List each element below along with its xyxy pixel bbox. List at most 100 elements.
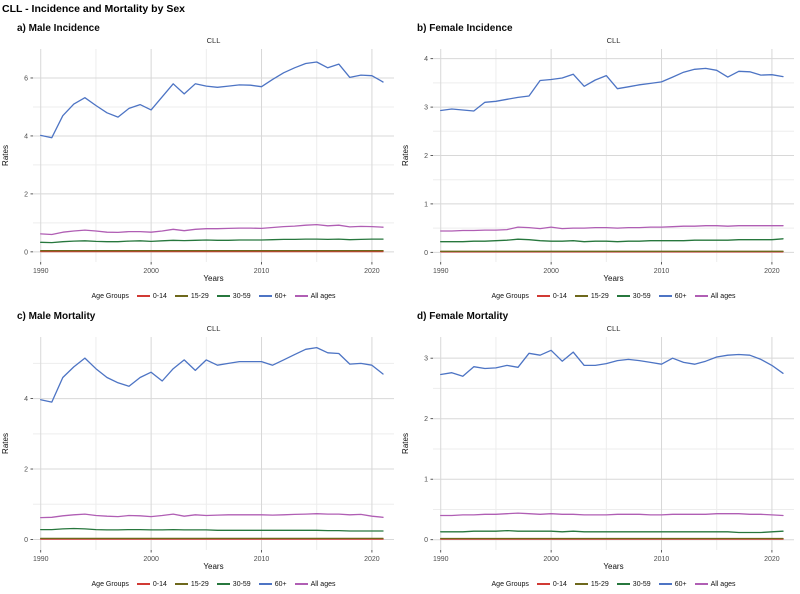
panel-title: a) Male Incidence — [17, 23, 100, 34]
x-tick-label: 1990 — [433, 556, 449, 563]
panel-title: b) Female Incidence — [417, 23, 513, 34]
legend-label: 30-59 — [232, 580, 251, 588]
panel-female-mortality: d) Female Mortality CLL 1990 2000 2010 2020… — [400, 305, 800, 593]
legend-key-line-icon — [658, 295, 672, 297]
legend-key-line-icon — [174, 295, 188, 297]
legend-key-line-icon — [258, 295, 272, 297]
legend-label: All ages — [310, 292, 336, 300]
x-axis-label: Years — [203, 562, 224, 571]
legend-label: 15-29 — [590, 580, 609, 588]
legend-item-15-29: 15-29 — [574, 580, 609, 588]
legend-label: 60+ — [274, 580, 287, 588]
x-tick-label: 2010 — [654, 268, 670, 275]
legend-item-60+: 60+ — [258, 293, 287, 300]
y-tick-label: 0 — [24, 537, 28, 544]
series-line-30-59 — [40, 527, 384, 532]
x-tick-label: 2010 — [254, 556, 270, 563]
legend-item-30-59: 30-59 — [216, 293, 251, 300]
y-tick-label: 1 — [424, 201, 428, 208]
x-tick-label: 2020 — [364, 556, 380, 563]
legend-item-0-14: 0-14 — [536, 580, 567, 588]
x-tick-label: 2000 — [143, 556, 159, 563]
y-axis-label: Rates — [1, 433, 10, 454]
y-tick-label: 4 — [424, 56, 428, 63]
series-line-60+ — [40, 61, 384, 139]
y-tick-label: 2 — [24, 191, 28, 198]
series-line-60+ — [440, 67, 784, 112]
legend-label: 15-29 — [190, 580, 209, 588]
legend-key-line-icon — [216, 295, 230, 297]
legend-item-60+: 60+ — [658, 581, 687, 588]
x-tick-label: 2000 — [143, 268, 159, 275]
legend-item-15-29: 15-29 — [174, 292, 209, 300]
y-tick-label: 4 — [24, 396, 28, 403]
y-tick-label: 6 — [24, 75, 28, 82]
panel-male-mortality: c) Male Mortality CLL 1990 2000 2010 2020 0 2… — [0, 305, 400, 593]
panel-male-incidence: a) Male Incidence CLL 1990 2000 2010 2020 0 2… — [0, 17, 400, 305]
x-tick-label: 1990 — [433, 268, 449, 275]
panel-female-incidence: b) Female Incidence CLL 1990 2000 2010 2020… — [400, 17, 800, 305]
series-line-30-59 — [440, 238, 784, 243]
legend-label: 0-14 — [152, 580, 167, 588]
x-axis-label: Years — [203, 274, 224, 283]
legend-key-line-icon — [216, 583, 230, 585]
line-chart-male-mortality: 1990 2000 2010 2020 0 2 4 Rates — [1, 337, 394, 563]
legend-label: 0-14 — [552, 292, 567, 300]
x-axis-label: Years — [603, 274, 624, 283]
legend-label: 30-59 — [632, 580, 651, 588]
legend: Age Groups 0-14 15-29 30-59 60+ All ages — [0, 291, 400, 301]
x-tick-label: 2020 — [764, 268, 780, 275]
x-tick-label: 2010 — [654, 556, 670, 563]
y-axis-label: Rates — [401, 433, 410, 454]
legend-item-all-ages: All ages — [294, 580, 336, 588]
series-line-all-ages — [40, 513, 384, 519]
legend-label: All ages — [710, 292, 736, 300]
x-tick-label: 2010 — [254, 268, 270, 275]
legend-item-0-14: 0-14 — [536, 292, 567, 300]
legend-key-line-icon — [616, 295, 630, 297]
panel-title: d) Female Mortality — [417, 311, 509, 322]
series-line-30-59 — [440, 529, 784, 534]
legend: Age Groups 0-14 15-29 30-59 60+ All ages — [400, 579, 800, 589]
x-tick-label: 2000 — [543, 268, 559, 275]
line-chart-female-incidence: 1990 2000 2010 2020 0 1 2 3 4 Rates — [401, 49, 794, 275]
panel-title: c) Male Mortality — [17, 311, 96, 322]
plot-subtitle: CLL — [206, 324, 221, 333]
y-axis-label: Rates — [401, 145, 410, 166]
legend-item-0-14: 0-14 — [136, 580, 167, 588]
series-line-all-ages — [440, 225, 784, 232]
legend-item-0-14: 0-14 — [136, 292, 167, 300]
legend-key-line-icon — [136, 295, 150, 297]
legend-key-line-icon — [616, 583, 630, 585]
legend-title: Age Groups — [491, 580, 529, 588]
y-tick-label: 4 — [24, 133, 28, 140]
legend-label: 0-14 — [552, 580, 567, 588]
legend-title: Age Groups — [91, 580, 129, 588]
y-tick-label: 2 — [424, 416, 428, 423]
legend-label: All ages — [310, 580, 336, 588]
legend-item-all-ages: All ages — [694, 292, 736, 300]
legend-label: 30-59 — [632, 292, 651, 300]
series-line-all-ages — [440, 512, 784, 517]
legend-item-all-ages: All ages — [694, 580, 736, 588]
legend: Age Groups 0-14 15-29 30-59 60+ All ages — [400, 291, 800, 301]
legend-title: Age Groups — [491, 292, 529, 300]
legend-item-30-59: 30-59 — [616, 292, 651, 300]
series-line-30-59 — [40, 238, 384, 244]
plot-subtitle: CLL — [206, 36, 221, 45]
x-axis-label: Years — [603, 562, 624, 571]
y-tick-label: 3 — [424, 356, 428, 363]
legend-item-60+: 60+ — [258, 580, 287, 588]
legend-key-line-icon — [294, 583, 308, 585]
legend-label: All ages — [710, 580, 736, 588]
legend-label: 0-14 — [152, 292, 167, 300]
legend-key-line-icon — [694, 583, 708, 585]
legend-item-60+: 60+ — [658, 292, 687, 300]
legend-label: 60+ — [674, 292, 687, 300]
line-chart-female-mortality: 1990 2000 2010 2020 0 1 2 3 Rates — [401, 337, 794, 563]
plot-subtitle: CLL — [606, 324, 621, 333]
legend-label: 15-29 — [190, 292, 209, 300]
series-line-all-ages — [40, 223, 384, 236]
y-tick-label: 0 — [24, 249, 28, 256]
